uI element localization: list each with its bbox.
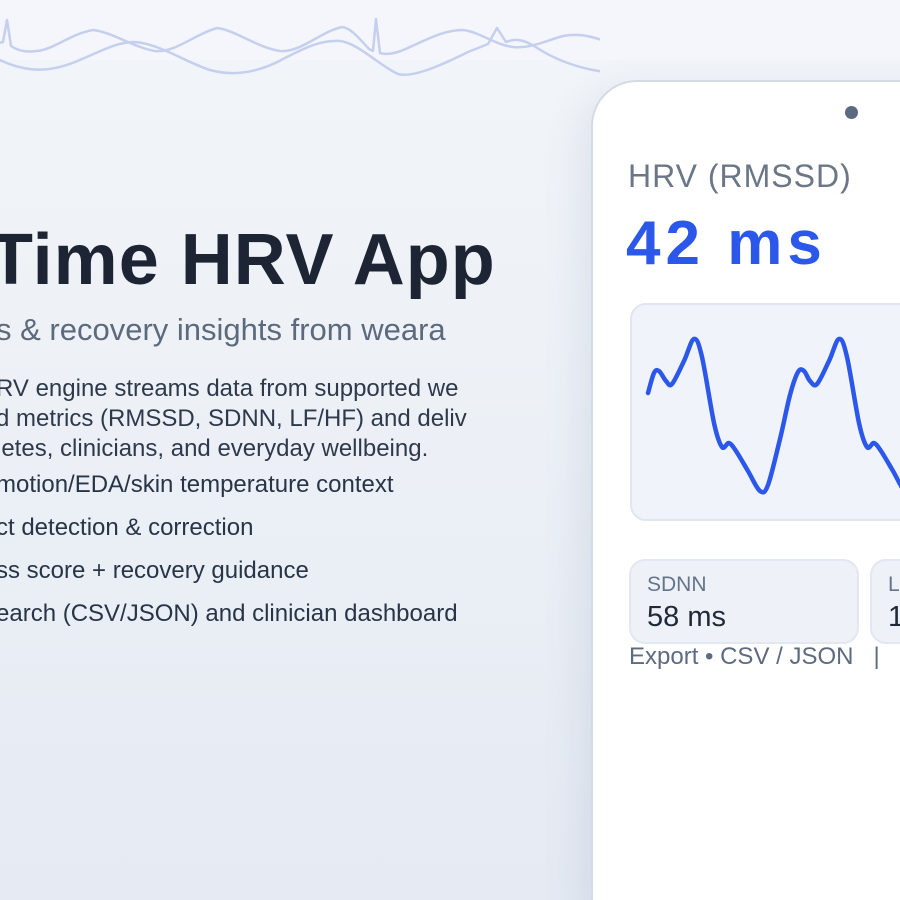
- feature-list: motion/EDA/skin temperature context ct d…: [0, 473, 458, 645]
- hero-description: RV engine streams data from supported we…: [0, 374, 467, 464]
- hrv-metric-value: 42 ms: [626, 209, 827, 278]
- hrv-sparkline-chart: [645, 336, 900, 495]
- hrv-sparkline-panel: [630, 303, 900, 521]
- feature-item: ct detection & correction: [0, 514, 254, 541]
- description-line: letes, clinicians, and everyday wellbein…: [0, 435, 429, 462]
- top-band: [0, 0, 900, 60]
- stat-box-sdnn: SDNN 58 ms: [629, 559, 859, 644]
- stat-value: 1: [888, 601, 900, 633]
- export-csv-json-link[interactable]: Export • CSV / JSON: [629, 643, 854, 670]
- feature-item: earch (CSV/JSON) and clinician dashboard: [0, 600, 458, 627]
- phone-camera-dot: [845, 106, 858, 119]
- export-row: Export • CSV / JSON |: [629, 643, 880, 671]
- phone-mockup-card: HRV (RMSSD) 42 ms SDNN 58 ms LF 1 Export…: [591, 80, 900, 900]
- stat-value: 58 ms: [647, 601, 726, 633]
- stat-label: LF: [888, 573, 900, 596]
- stat-label: SDNN: [647, 573, 707, 596]
- description-line: d metrics (RMSSD, SDNN, LF/HF) and deliv: [0, 405, 467, 432]
- description-line: RV engine streams data from supported we: [0, 375, 459, 402]
- feature-item: motion/EDA/skin temperature context: [0, 471, 394, 498]
- page-subtitle: s & recovery insights from weara: [0, 312, 446, 347]
- sub-metrics-row: SDNN 58 ms LF 1: [629, 559, 900, 644]
- stat-box-lf: LF 1: [870, 559, 900, 644]
- hrv-metric-label: HRV (RMSSD): [628, 158, 852, 194]
- feature-item: ss score + recovery guidance: [0, 557, 309, 584]
- page-title: Time HRV App: [0, 220, 496, 300]
- export-separator: |: [873, 643, 880, 670]
- hrv-sparkline-path: [645, 336, 900, 495]
